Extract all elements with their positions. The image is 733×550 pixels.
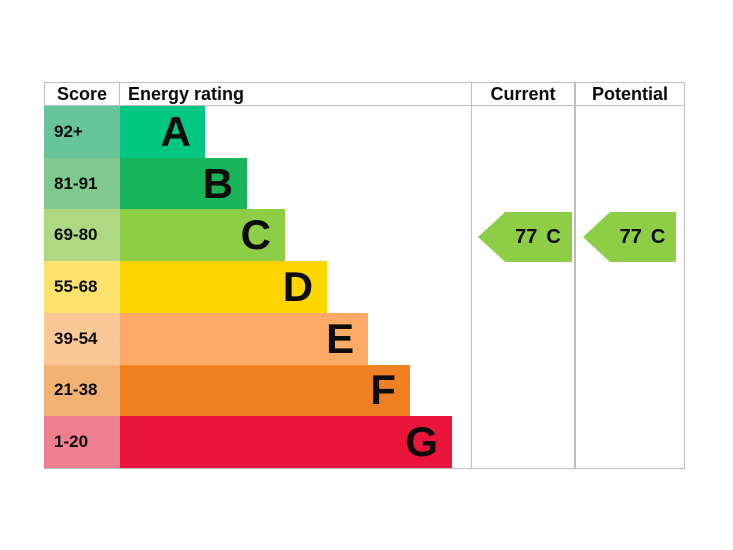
potential-column-header: Potential	[576, 83, 684, 106]
energy-rating-column-header: Energy rating	[120, 82, 471, 106]
potential-rating-arrow: 77 C	[583, 212, 676, 262]
band-row-f: 21-38 F	[44, 364, 471, 417]
rating-bar-g: G	[120, 416, 453, 469]
current-column-header: Current	[472, 83, 574, 106]
score-column-header: Score	[44, 82, 120, 106]
band-letter-a: A	[160, 107, 191, 155]
score-range-g: 1-20	[44, 416, 120, 469]
score-range-d: 55-68	[44, 261, 120, 313]
bar-area-c: C	[120, 209, 471, 262]
rating-scale-section: Score Energy rating 92+ A 81-91	[44, 82, 471, 469]
score-range-a: 92+	[44, 106, 120, 158]
rating-bar-f: F	[120, 364, 410, 417]
table-bottom-border	[44, 468, 685, 469]
band-letter-f: F	[370, 366, 396, 414]
band-rows: 92+ A 81-91 B 69-8	[44, 106, 471, 469]
rating-bar-b: B	[120, 157, 248, 210]
rating-bar-e: E	[120, 312, 369, 365]
bar-area-b: B	[120, 157, 471, 210]
band-row-b: 81-91 B	[44, 157, 471, 210]
band-letter-g: G	[405, 418, 439, 466]
rating-bar-d: D	[120, 261, 328, 313]
score-range-b: 81-91	[44, 157, 120, 210]
band-letter-e: E	[326, 314, 355, 362]
band-row-g: 1-20 G	[44, 416, 471, 469]
band-row-c: 69-80 C	[44, 209, 471, 262]
rating-bar-c: C	[120, 209, 285, 262]
band-row-e: 39-54 E	[44, 312, 471, 365]
rating-bar-a: A	[120, 106, 205, 158]
score-range-e: 39-54	[44, 312, 120, 365]
current-band-letter: C	[546, 225, 561, 248]
epc-table: Score Energy rating 92+ A 81-91	[44, 82, 685, 469]
band-letter-c: C	[240, 211, 271, 259]
band-letter-d: D	[282, 263, 314, 311]
bar-area-a: A	[120, 106, 471, 158]
potential-band-letter: C	[650, 225, 666, 248]
bar-area-d: D	[120, 261, 471, 313]
bar-area-f: F	[120, 364, 471, 417]
band-letter-b: B	[202, 159, 234, 207]
band-row-a: 92+ A	[44, 106, 471, 158]
band-row-d: 55-68 D	[44, 261, 471, 313]
current-score-value: 77	[515, 225, 538, 248]
table-header-row: Score Energy rating	[44, 82, 471, 106]
score-range-f: 21-38	[44, 364, 120, 417]
score-range-c: 69-80	[44, 209, 120, 262]
bar-area-e: E	[120, 312, 471, 365]
potential-score-value: 77	[619, 225, 642, 248]
potential-column: Potential 77 C	[575, 82, 685, 469]
bar-area-g: G	[120, 416, 471, 469]
current-rating-arrow: 77 C	[478, 212, 572, 262]
current-column: Current 77 C	[471, 82, 575, 469]
